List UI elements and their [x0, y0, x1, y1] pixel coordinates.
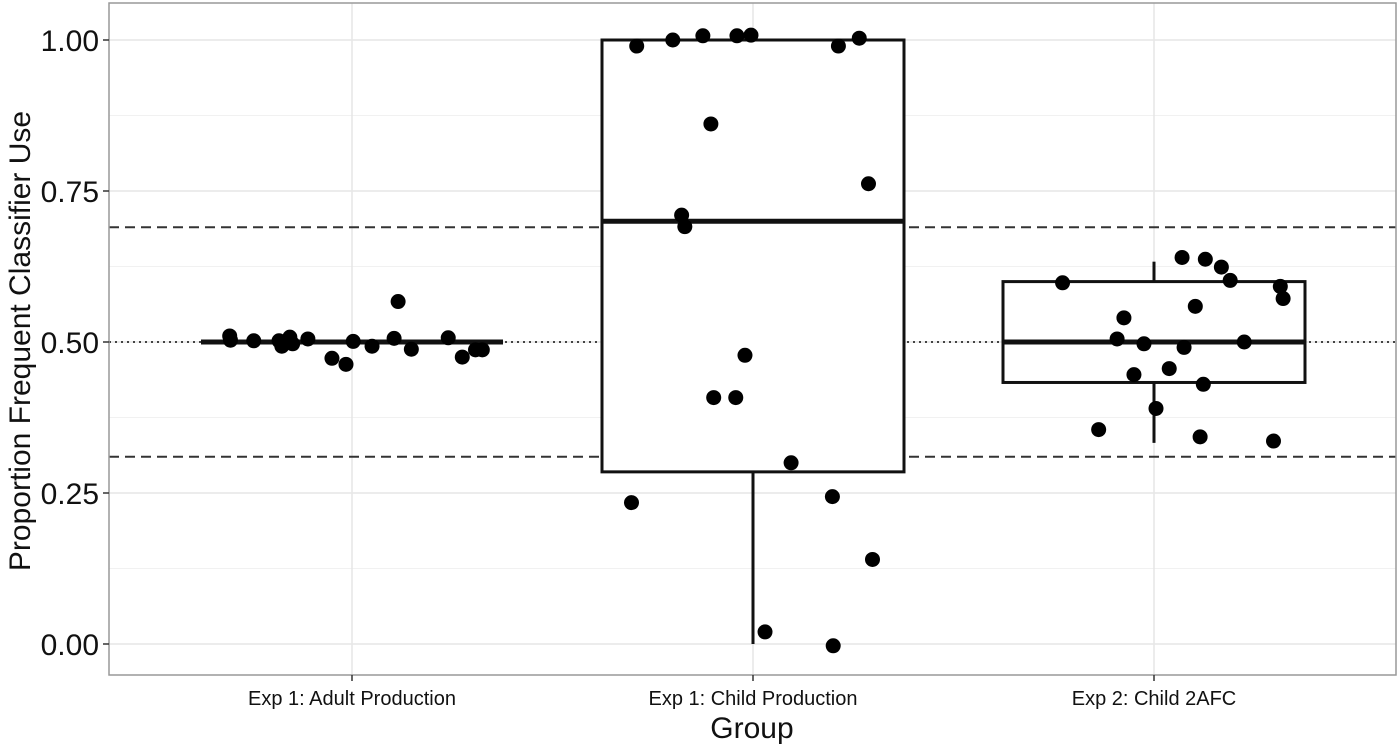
data-point — [864, 551, 880, 567]
data-point — [830, 38, 846, 54]
x-tick-label: Exp 1: Child Production — [648, 688, 857, 710]
data-point — [440, 330, 456, 346]
box-iqr — [1001, 280, 1307, 384]
y-axis-ticks: 0.00 0.25 0.50 0.75 1.00 — [41, 25, 109, 662]
x-axis-title: Group — [710, 712, 793, 745]
data-point — [851, 30, 867, 46]
data-point — [757, 624, 773, 640]
data-point — [825, 638, 841, 654]
y-tick-label: 1.00 — [41, 25, 99, 58]
data-point — [1109, 331, 1125, 347]
data-point — [454, 349, 470, 365]
data-point — [743, 27, 759, 43]
data-point — [474, 342, 490, 358]
box-1 — [600, 38, 906, 644]
data-point — [300, 331, 316, 347]
data-point — [783, 455, 799, 471]
data-point — [1236, 334, 1252, 350]
data-point — [706, 390, 722, 406]
data-point — [403, 341, 419, 357]
y-tick-label: 0.25 — [41, 478, 99, 511]
data-point — [729, 28, 745, 44]
x-tick-label: Exp 1: Adult Production — [248, 688, 456, 710]
data-point — [222, 332, 238, 348]
data-point — [674, 207, 690, 223]
data-point — [1161, 361, 1177, 377]
data-point — [338, 356, 354, 372]
data-point — [324, 350, 340, 366]
data-point — [1174, 249, 1190, 265]
data-point — [1195, 376, 1211, 392]
data-point — [1222, 272, 1238, 288]
data-point — [665, 32, 681, 48]
data-point — [1272, 278, 1288, 294]
data-point — [1192, 429, 1208, 445]
data-point — [364, 338, 380, 354]
data-point — [1091, 422, 1107, 438]
data-point — [1148, 400, 1164, 416]
y-tick-label: 0.50 — [41, 327, 99, 360]
data-point — [824, 489, 840, 505]
data-points — [222, 27, 1291, 654]
data-point — [390, 294, 406, 310]
x-axis-ticks: Exp 1: Adult Production Exp 1: Child Prod… — [248, 675, 1236, 710]
data-point — [345, 333, 361, 349]
data-point — [246, 333, 262, 349]
data-point — [1275, 291, 1291, 307]
y-tick-label: 0.00 — [41, 629, 99, 662]
box-layer — [201, 38, 1307, 644]
data-point — [1197, 251, 1213, 267]
data-point — [860, 176, 876, 192]
x-tick-label: Exp 2: Child 2AFC — [1072, 688, 1237, 710]
data-point — [1213, 259, 1229, 275]
y-axis-title: Proportion Frequent Classifier Use — [4, 111, 37, 571]
data-point — [623, 495, 639, 511]
data-point — [1116, 310, 1132, 326]
box-2 — [1001, 261, 1307, 443]
data-point — [1187, 298, 1203, 314]
data-point — [285, 336, 301, 352]
data-point — [1126, 367, 1142, 383]
data-point — [1176, 339, 1192, 355]
data-point — [386, 330, 402, 346]
data-point — [1265, 433, 1281, 449]
y-tick-label: 0.75 — [41, 176, 99, 209]
data-point — [1136, 336, 1152, 352]
data-point — [695, 28, 711, 44]
data-point — [737, 347, 753, 363]
box-iqr — [600, 38, 906, 474]
data-point — [728, 390, 744, 406]
data-point — [1055, 275, 1071, 291]
data-point — [677, 219, 693, 235]
data-point — [703, 116, 719, 132]
data-point — [629, 38, 645, 54]
